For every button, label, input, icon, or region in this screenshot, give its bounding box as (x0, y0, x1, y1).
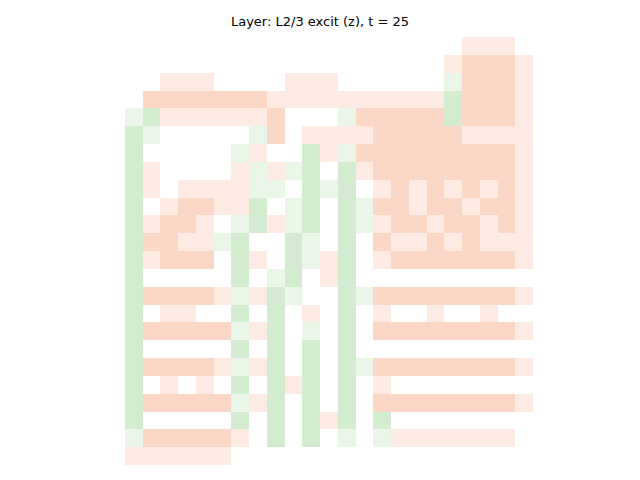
svg-text:Layer: L2/3 excit (z), t = 25: Layer: L2/3 excit (z), t = 25 (231, 14, 409, 29)
